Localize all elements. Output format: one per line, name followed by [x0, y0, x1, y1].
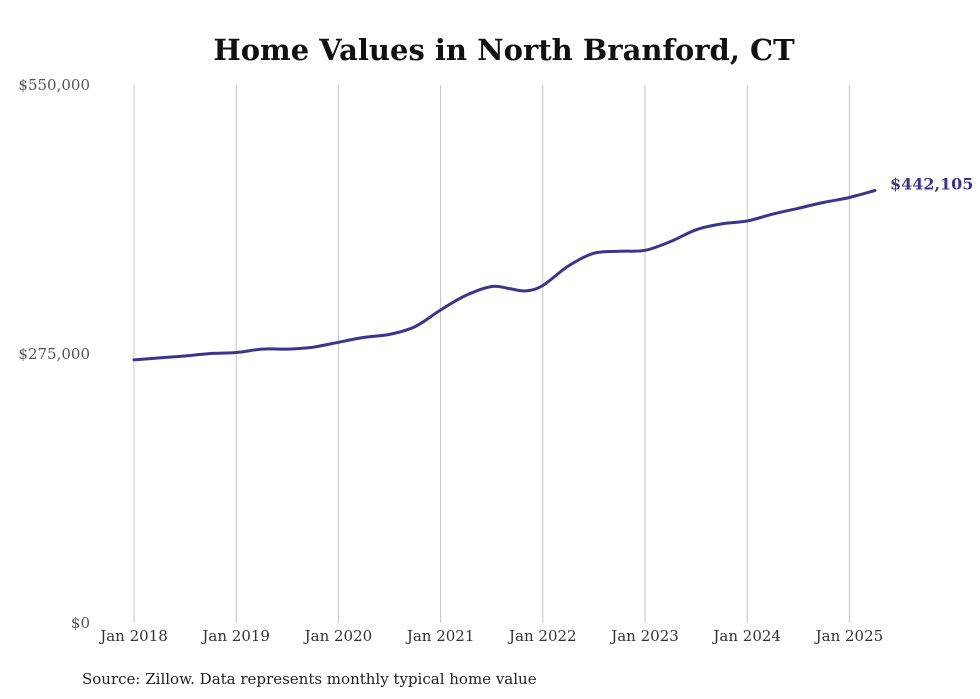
- x-axis-ticks: Jan 2018 Jan 2019 Jan 2020 Jan 2021 Jan 2022…: [98, 627, 883, 645]
- y-tick-label: $275,000: [18, 345, 90, 363]
- x-tick-label: Jan 2023: [609, 627, 679, 645]
- x-tick-label: Jan 2018: [98, 627, 168, 645]
- chart-title: Home Values in North Branford, CT: [213, 33, 795, 67]
- y-tick-label: $0: [71, 614, 90, 632]
- home-value-line: [132, 189, 877, 362]
- latest-value-label: $442,105: [890, 175, 974, 194]
- x-tick-label: Jan 2020: [303, 627, 373, 645]
- x-tick-label: Jan 2021: [405, 627, 475, 645]
- y-axis-ticks: $0 $275,000 $550,000: [18, 76, 90, 632]
- y-tick-label: $550,000: [18, 76, 90, 94]
- x-tick-label: Jan 2025: [814, 627, 884, 645]
- x-tick-label: Jan 2019: [200, 627, 270, 645]
- gridlines: [133, 85, 850, 623]
- x-tick-label: Jan 2024: [711, 627, 781, 645]
- source-note: Source: Zillow. Data represents monthly …: [82, 670, 537, 688]
- x-tick-label: Jan 2022: [507, 627, 577, 645]
